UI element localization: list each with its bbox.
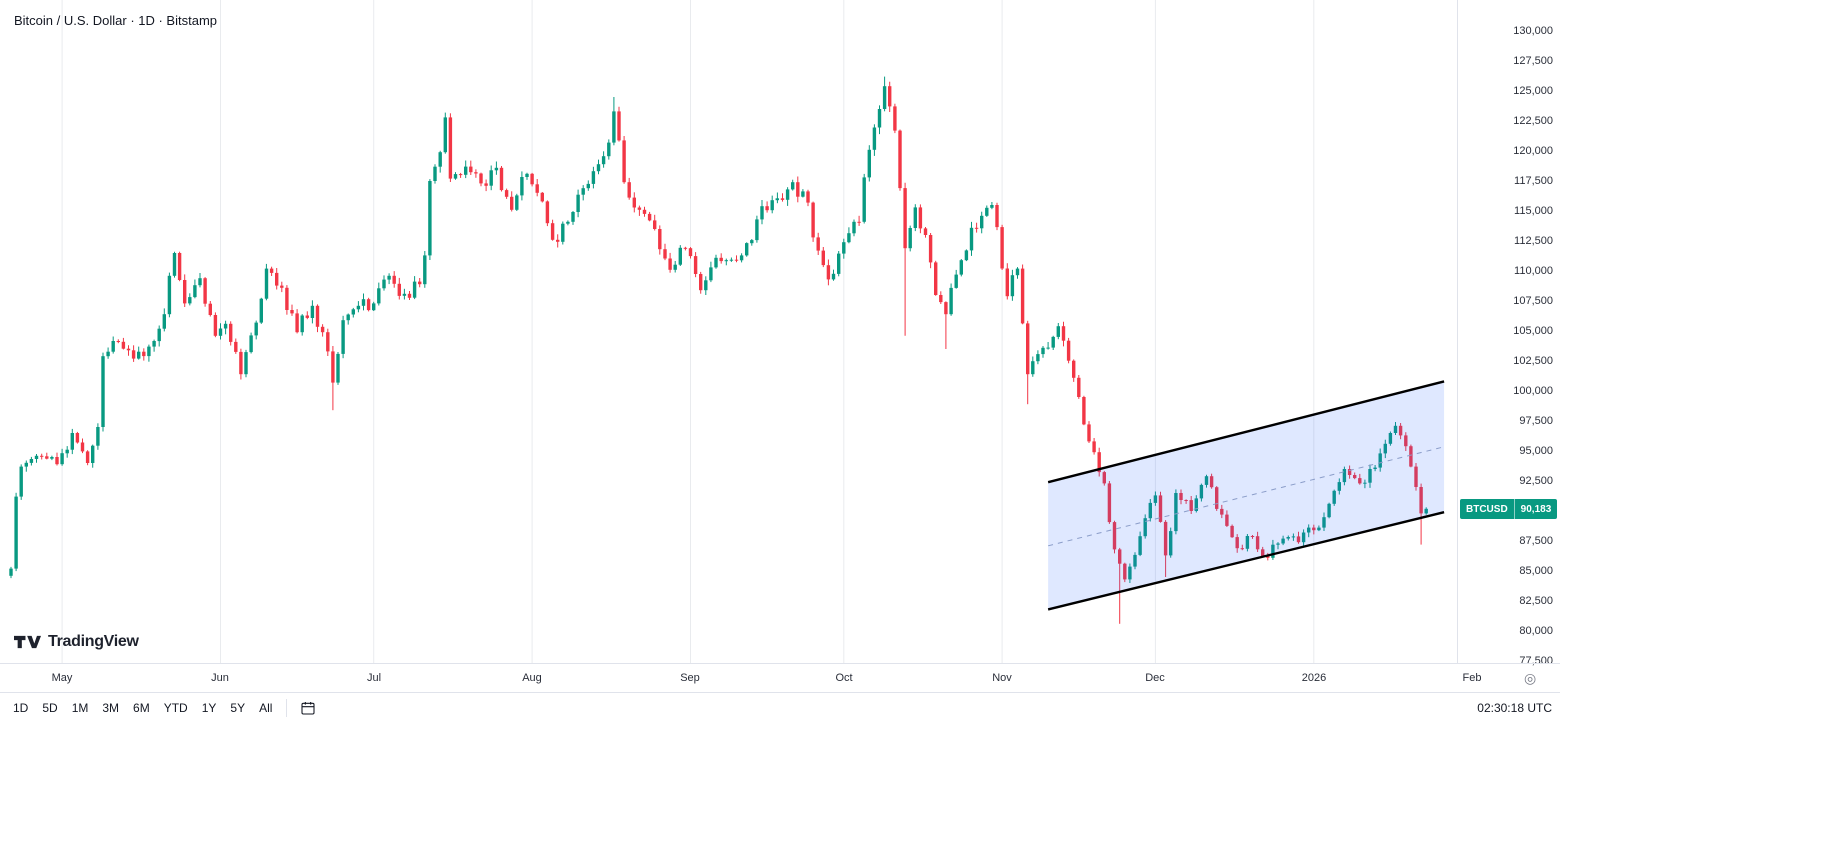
range-button-5d[interactable]: 5D	[35, 697, 64, 719]
tradingview-logo-text: TradingView	[48, 633, 139, 650]
candlestick-chart[interactable]	[0, 0, 1457, 663]
price-axis-label: 82,500	[1519, 595, 1553, 607]
price-axis-label: 125,000	[1513, 85, 1553, 97]
price-axis-label: 120,000	[1513, 145, 1553, 157]
tradingview-chart-widget: Bitcoin / U.S. Dollar · 1D · Bitstamp Tr…	[0, 0, 1560, 723]
price-label-divider	[1513, 499, 1515, 519]
price-axis-label: 77,500	[1519, 655, 1553, 667]
price-axis-label: 92,500	[1519, 475, 1553, 487]
price-axis-label: 115,000	[1514, 205, 1553, 217]
time-axis-label: Jul	[366, 672, 382, 684]
time-axis-label: Oct	[835, 672, 853, 684]
range-button-5y[interactable]: 5Y	[223, 697, 252, 719]
toolbar-divider	[286, 699, 288, 717]
go-to-date-button[interactable]	[294, 697, 322, 719]
clock-utc[interactable]: 02:30:18 UTC	[1477, 701, 1552, 715]
time-axis-label: May	[51, 672, 73, 684]
price-label-symbol: BTCUSD	[1466, 503, 1508, 515]
date-range-buttons: 1D 5D 1M 3M 6M YTD 1Y 5Y All	[6, 697, 279, 719]
price-label-value: 90,183	[1520, 503, 1552, 515]
range-button-ytd[interactable]: YTD	[157, 697, 195, 719]
chart-plot-area[interactable]: Bitcoin / U.S. Dollar · 1D · Bitstamp Tr…	[0, 0, 1457, 663]
price-axis[interactable]: 77,50080,00082,50085,00087,50090,00092,5…	[1457, 0, 1560, 667]
price-axis-label: 102,500	[1513, 355, 1553, 367]
price-axis-label: 95,000	[1519, 445, 1553, 457]
range-button-all[interactable]: All	[252, 697, 279, 719]
symbol-title[interactable]: Bitcoin / U.S. Dollar · 1D · Bitstamp	[14, 13, 217, 28]
time-axis-label: Aug	[522, 672, 542, 684]
go-to-date-icon	[301, 702, 315, 715]
price-axis-label: 85,000	[1519, 565, 1553, 577]
range-button-1y[interactable]: 1Y	[195, 697, 224, 719]
time-axis-label: Jun	[211, 672, 229, 684]
price-axis-label: 122,500	[1513, 115, 1553, 127]
range-button-1m[interactable]: 1M	[65, 697, 96, 719]
bottom-toolbar: 1D 5D 1M 3M 6M YTD 1Y 5Y All 02:30:18 UTC	[0, 692, 1560, 723]
time-axis-label: Sep	[680, 672, 700, 684]
price-axis-label: 127,500	[1513, 55, 1553, 67]
time-axis-settings-icon[interactable]: ◎	[1524, 670, 1537, 686]
range-button-3m[interactable]: 3M	[95, 697, 126, 719]
range-button-1d[interactable]: 1D	[6, 697, 35, 719]
price-axis-label: 112,500	[1514, 235, 1553, 247]
price-axis-label: 87,500	[1519, 535, 1553, 547]
price-axis-label: 105,000	[1513, 325, 1553, 337]
time-axis-label: Nov	[992, 672, 1012, 684]
price-axis-label: 110,000	[1514, 265, 1553, 277]
range-button-6m[interactable]: 6M	[126, 697, 157, 719]
time-axis[interactable]: ◎ May Jun Jul Aug Sep Oct Nov Dec 2026 Feb	[0, 663, 1560, 692]
last-price-label: BTCUSD 90,183	[1460, 499, 1558, 519]
tradingview-logo-icon	[14, 635, 41, 649]
time-axis-label: Dec	[1145, 672, 1165, 684]
price-axis-label: 100,000	[1513, 385, 1553, 397]
price-axis-label: 130,000	[1513, 25, 1553, 37]
time-axis-label: 2026	[1301, 672, 1327, 684]
time-axis-label: Feb	[1462, 672, 1482, 684]
price-axis-label: 97,500	[1519, 415, 1553, 427]
price-axis-label: 80,000	[1519, 625, 1553, 637]
price-axis-label: 107,500	[1513, 295, 1553, 307]
price-axis-label: 117,500	[1514, 175, 1553, 187]
tradingview-logo[interactable]: TradingView	[14, 633, 139, 651]
